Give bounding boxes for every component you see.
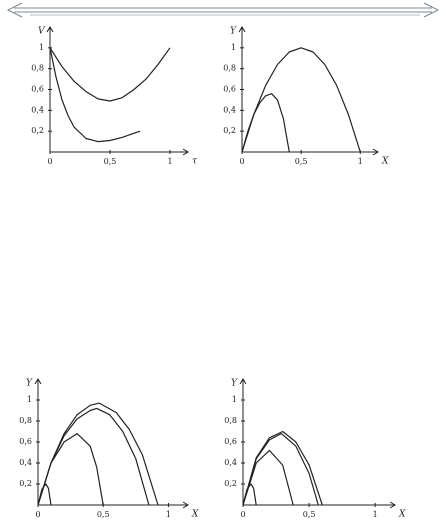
y-axis-label: Y (231, 379, 238, 389)
x-axis-label: X (191, 510, 199, 520)
y-tick-label: 0,6 (19, 437, 32, 446)
axis-arrow (389, 501, 396, 509)
curve (241, 93, 290, 153)
x-tick-label: 1 (358, 157, 363, 166)
curve (242, 483, 257, 506)
x-tick-label: 0,5 (97, 510, 110, 519)
curve (242, 449, 294, 506)
x-tick-label: 0 (240, 510, 245, 519)
axis-arrow (238, 26, 246, 33)
y-tick-label: 1 (232, 395, 237, 404)
curve (242, 433, 319, 506)
y-tick-label: 1 (27, 395, 32, 404)
x-tick-label: 0,5 (295, 157, 308, 166)
y-tick-label: 0,6 (31, 85, 44, 94)
axis-arrow (182, 501, 189, 509)
x-tick-label: 0 (239, 157, 244, 166)
y-tick-label: 0,8 (224, 416, 237, 425)
x-tick-label: 0 (47, 157, 52, 166)
x-tick-label: 0 (35, 510, 40, 519)
x-tick-label: 1 (167, 157, 172, 166)
x-tick-label: 0,5 (104, 157, 117, 166)
x-axis-label: τ (192, 157, 198, 167)
curve (241, 47, 361, 153)
y-tick-label: 0,6 (223, 85, 236, 94)
y-axis-label: V (38, 27, 46, 37)
y-tick-label: 1 (39, 43, 44, 52)
curve (49, 47, 171, 102)
x-tick-label: 0,5 (303, 510, 316, 519)
y-tick-label: 1 (231, 43, 236, 52)
y-tick-label: 0,4 (224, 458, 237, 467)
y-tick-label: 0,8 (19, 416, 32, 425)
x-axis-label: X (381, 157, 389, 167)
y-tick-label: 0,2 (223, 126, 236, 135)
curve (37, 483, 52, 506)
axis-arrow (46, 26, 54, 33)
x-tick-label: 1 (373, 510, 378, 519)
y-tick-label: 0,6 (224, 437, 237, 446)
y-tick-label: 0,8 (223, 64, 236, 73)
curve (37, 407, 150, 506)
y-tick-label: 0,4 (223, 105, 236, 114)
axis-arrow (239, 378, 247, 385)
y-tick-label: 0,2 (224, 479, 237, 488)
axis-arrow (372, 148, 379, 156)
y-tick-label: 0,8 (31, 64, 44, 73)
axis-arrow (34, 378, 42, 385)
y-tick-label: 0,4 (31, 105, 44, 114)
x-tick-label: 1 (166, 510, 171, 519)
curve (37, 433, 104, 506)
y-tick-label: 0,4 (19, 458, 32, 467)
y-axis-label: Y (230, 27, 237, 37)
curve (49, 47, 141, 143)
axis-arrow (182, 148, 189, 156)
y-tick-label: 0,2 (31, 126, 44, 135)
y-tick-label: 0,2 (19, 479, 32, 488)
header-decoration (6, 2, 440, 18)
x-axis-label: X (398, 510, 406, 520)
y-axis-label: Y (26, 379, 33, 389)
